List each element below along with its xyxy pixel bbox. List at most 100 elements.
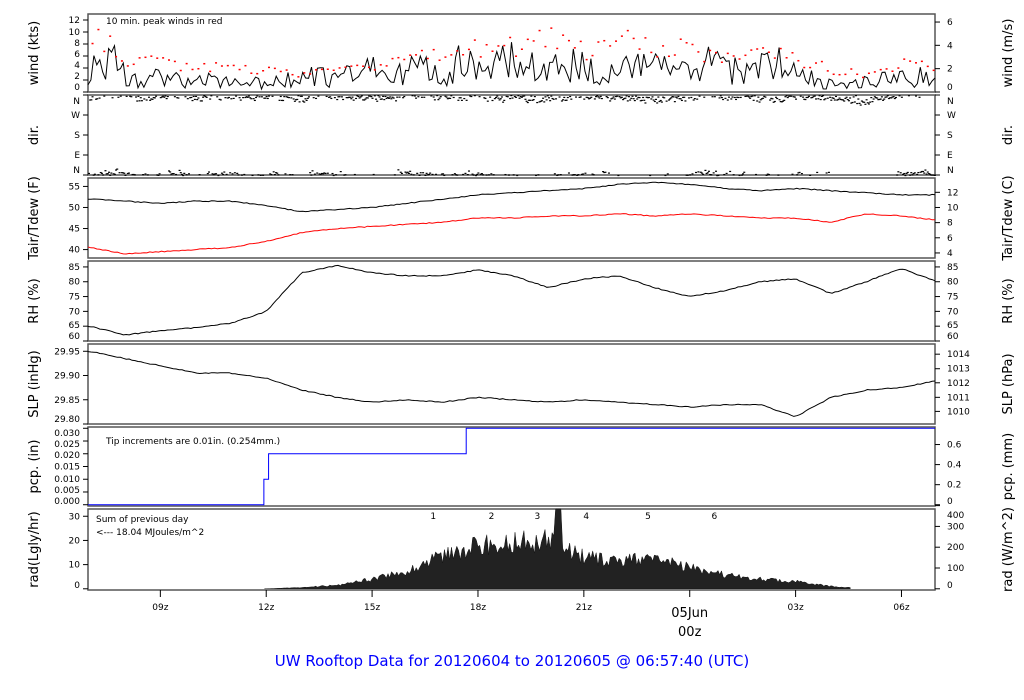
direction-point (216, 96, 219, 98)
direction-point (720, 96, 723, 99)
peak-wind-mark (662, 45, 665, 47)
direction-point (246, 96, 249, 98)
direction-point (435, 173, 438, 175)
direction-point (807, 95, 810, 97)
direction-point (686, 174, 689, 176)
direction-point (120, 172, 123, 174)
peak-wind-mark (685, 42, 688, 44)
direction-point (643, 99, 646, 101)
direction-point (438, 97, 441, 99)
direction-point (204, 95, 207, 98)
x-tick-label: 06z (893, 603, 909, 613)
direction-point (191, 99, 194, 102)
direction-point (558, 96, 561, 98)
direction-point (812, 95, 815, 97)
direction-point (683, 96, 686, 98)
direction-point (446, 98, 449, 100)
peak-wind-mark (544, 45, 547, 48)
direction-point (562, 99, 565, 101)
direction-point (260, 96, 263, 98)
direction-point (797, 172, 800, 174)
direction-point (832, 97, 835, 99)
peak-wind-mark (191, 68, 194, 71)
direction-point (784, 96, 787, 98)
direction-point (195, 95, 198, 98)
direction-point (519, 96, 522, 98)
direction-point (469, 95, 472, 97)
direction-point (477, 172, 480, 174)
peak-wind-mark (779, 47, 782, 50)
direction-point (190, 96, 193, 99)
direction-point (465, 99, 468, 101)
direction-point (785, 95, 788, 97)
direction-point (357, 95, 360, 98)
direction-point (480, 173, 483, 175)
direction-point (224, 97, 227, 99)
x-tick-label: 03z (788, 603, 804, 613)
direction-point (616, 95, 619, 97)
direction-point (333, 97, 336, 99)
radiation-annotation-line2: <--- 18.04 MJoules/m^2 (96, 528, 204, 538)
peak-wind-mark (144, 56, 147, 59)
right-tick-label: 6 (947, 18, 953, 28)
direction-point (499, 98, 502, 100)
direction-point (396, 96, 399, 98)
direction-point (546, 95, 549, 97)
peak-wind-mark (691, 43, 694, 46)
direction-point (264, 97, 267, 99)
direction-point (95, 98, 98, 100)
right-tick-label: 100 (947, 564, 964, 574)
direction-point (518, 97, 521, 99)
direction-point (605, 96, 608, 98)
direction-point (355, 97, 358, 100)
direction-point (351, 96, 354, 98)
peak-wind-mark (615, 40, 618, 42)
left-tick-label: 45 (69, 225, 80, 235)
direction-point (325, 95, 328, 98)
right-tick-label: 60 (947, 332, 959, 342)
peak-wind-mark (891, 70, 894, 72)
peak-wind-mark (415, 54, 418, 56)
direction-point (890, 97, 893, 99)
direction-point (192, 95, 195, 98)
direction-point (578, 96, 581, 98)
right-axis-label: SLP (hPa) (1001, 353, 1016, 414)
direction-point (705, 172, 708, 175)
direction-point (105, 173, 108, 175)
direction-point (727, 96, 730, 98)
direction-point (711, 96, 714, 98)
direction-point (366, 97, 369, 99)
direction-point (598, 97, 601, 99)
direction-point (129, 95, 132, 97)
peak-wind-mark (391, 57, 394, 60)
direction-point (862, 101, 865, 103)
right-axis-label: rad (W/m^2) (1001, 507, 1016, 592)
direction-point (352, 99, 355, 101)
direction-point (916, 173, 919, 175)
right-tick-label: 0 (947, 581, 953, 591)
left-tick-label: 0.005 (54, 486, 80, 496)
direction-point (856, 102, 859, 105)
direction-point (791, 173, 794, 175)
direction-point (172, 173, 175, 175)
left-tick-label: 0.015 (54, 463, 80, 473)
day-label: 05Jun (671, 606, 708, 621)
direction-point (239, 99, 242, 101)
right-tick-label: 4 (947, 41, 953, 51)
direction-point (225, 173, 228, 176)
peak-wind-mark (344, 66, 347, 69)
direction-point (772, 101, 775, 103)
direction-point (90, 99, 93, 101)
peak-wind-mark (162, 57, 165, 59)
direction-point (257, 174, 260, 176)
direction-point (502, 101, 505, 103)
direction-point (92, 174, 95, 176)
direction-point (799, 95, 802, 97)
direction-point (309, 172, 312, 174)
direction-point (617, 174, 620, 177)
direction-point (91, 96, 94, 98)
peak-wind-mark (450, 54, 453, 56)
direction-point (437, 99, 440, 101)
direction-point (176, 97, 179, 99)
hour-marker: 1 (430, 512, 436, 522)
